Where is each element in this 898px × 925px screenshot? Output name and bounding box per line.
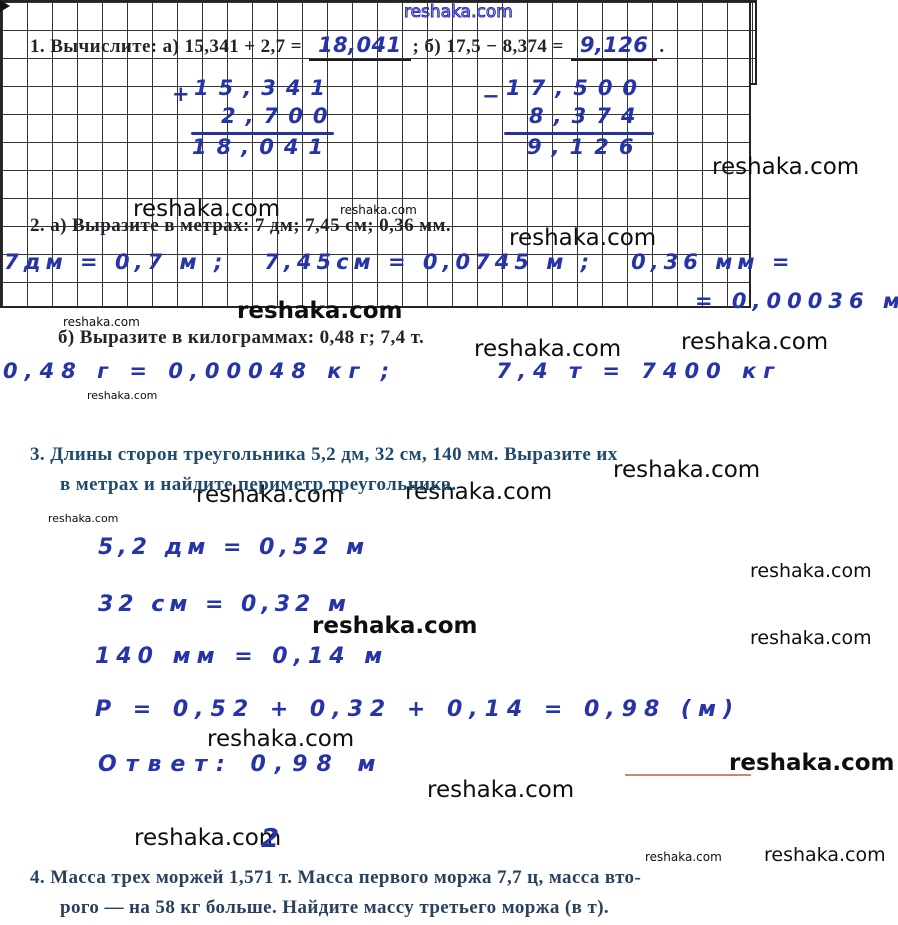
perimeter-equation: P = 0,52 + 0,32 + 0,14 = 0,98 (м) xyxy=(95,697,741,722)
red-margin-line xyxy=(625,774,751,776)
addition-result: 18,041 xyxy=(192,135,334,159)
problem1-number: 1. xyxy=(30,36,46,57)
watermark: reshaka.com xyxy=(681,329,829,355)
problem1-separator: ; б) 17,5 − 8,374 = xyxy=(412,36,564,57)
watermark: reshaka.com xyxy=(474,336,622,362)
watermark: reshaka.com xyxy=(48,512,119,525)
watermark: reshaka.com xyxy=(509,225,657,251)
problem4-text: 4. Масса трех моржей 1,571 т. Масса перв… xyxy=(30,863,641,923)
problem1-answer-b-underline: 9,126 xyxy=(570,33,658,61)
subtraction-row-2: 8,374 xyxy=(529,104,646,128)
problem2a-text: 2. а) Выразите в метрах: 7 дм; 7,45 см; … xyxy=(30,215,452,236)
watermark: reshaka.com xyxy=(196,482,344,508)
subtraction-row-1: 17,500 xyxy=(506,76,648,100)
handwritten-page-number: 2 xyxy=(261,824,280,854)
problem2b-text: б) Выразите в килограммах: 0,48 г; 7,4 т… xyxy=(58,327,425,348)
watermark: reshaka.com xyxy=(405,479,553,505)
triangle-side3-conversion: 140 мм = 0,14 м xyxy=(95,644,389,669)
watermark: reshaka.com xyxy=(340,203,417,217)
watermark: reshaka.com xyxy=(645,850,722,864)
subtraction-result: 9,126 xyxy=(527,135,644,159)
addition-row-1: 15,341 xyxy=(194,76,336,100)
watermark: reshaka.com xyxy=(750,560,872,582)
watermark: reshaka.com xyxy=(712,154,860,180)
watermark: reshaka.com xyxy=(207,726,355,752)
margin-arrow-bullet xyxy=(0,0,10,12)
problem1-answer-a: 18,041 xyxy=(318,33,402,57)
problem1-text: 1. Вычислите: а) 15,341 + 2,7 = 18,041 ; … xyxy=(30,33,664,61)
watermark: reshaka.com xyxy=(312,613,478,639)
problem1-answer-b: 9,126 xyxy=(579,33,649,57)
triangle-side2-conversion: 32 см = 0,32 м xyxy=(98,592,351,617)
watermark: reshaka.com xyxy=(729,750,895,776)
watermark: reshaka.com xyxy=(404,2,514,22)
addition-sum-line xyxy=(191,132,334,135)
answer-line: Ответ: 0,98 м xyxy=(98,752,385,777)
watermark: reshaka.com xyxy=(134,825,282,851)
problem1-answer-a-underline: 18,041 xyxy=(309,33,411,61)
problem1-statement: Вычислите: а) 15,341 + 2,7 = xyxy=(50,36,302,57)
problem4-line1: 4. Масса трех моржей 1,571 т. Масса перв… xyxy=(30,867,642,888)
watermark: reshaka.com xyxy=(613,457,761,483)
addition-row-2: 2,700 xyxy=(221,104,338,128)
problem4-line2: рого — на 58 кг больше. Найдите массу тр… xyxy=(60,897,610,918)
problem3-line2: в метрах и найдите периметр треугольника… xyxy=(60,474,457,495)
problem3-text: 3. Длины сторон треугольника 5,2 дм, 32 … xyxy=(30,440,618,500)
watermark: reshaka.com xyxy=(133,196,281,222)
grid-problem3-work xyxy=(0,0,751,308)
triangle-side1-conversion: 5,2 дм = 0,52 м xyxy=(98,535,370,560)
problem1-period: . xyxy=(659,36,665,57)
meters-answer-continuation: = 0,00036 м xyxy=(695,289,898,313)
addition-plus-sign: + xyxy=(172,82,190,106)
watermark: reshaka.com xyxy=(427,777,575,803)
watermark: reshaka.com xyxy=(764,844,886,866)
watermark: reshaka.com xyxy=(63,315,140,329)
problem3-line1: 3. Длины сторон треугольника 5,2 дм, 32 … xyxy=(30,444,618,465)
subtraction-minus-sign: − xyxy=(482,84,500,108)
kilograms-answer-line: 0,48 г = 0,00048 кг ; 7,4 т = 7400 кг xyxy=(3,359,782,383)
watermark: reshaka.com xyxy=(750,627,872,649)
watermark: reshaka.com xyxy=(87,389,158,402)
subtraction-sum-line xyxy=(504,132,654,135)
watermark: reshaka.com xyxy=(237,298,403,324)
meters-answer-line: 7дм = 0,7 м ; 7,45см = 0,0745 м ; 0,36 м… xyxy=(4,250,795,274)
